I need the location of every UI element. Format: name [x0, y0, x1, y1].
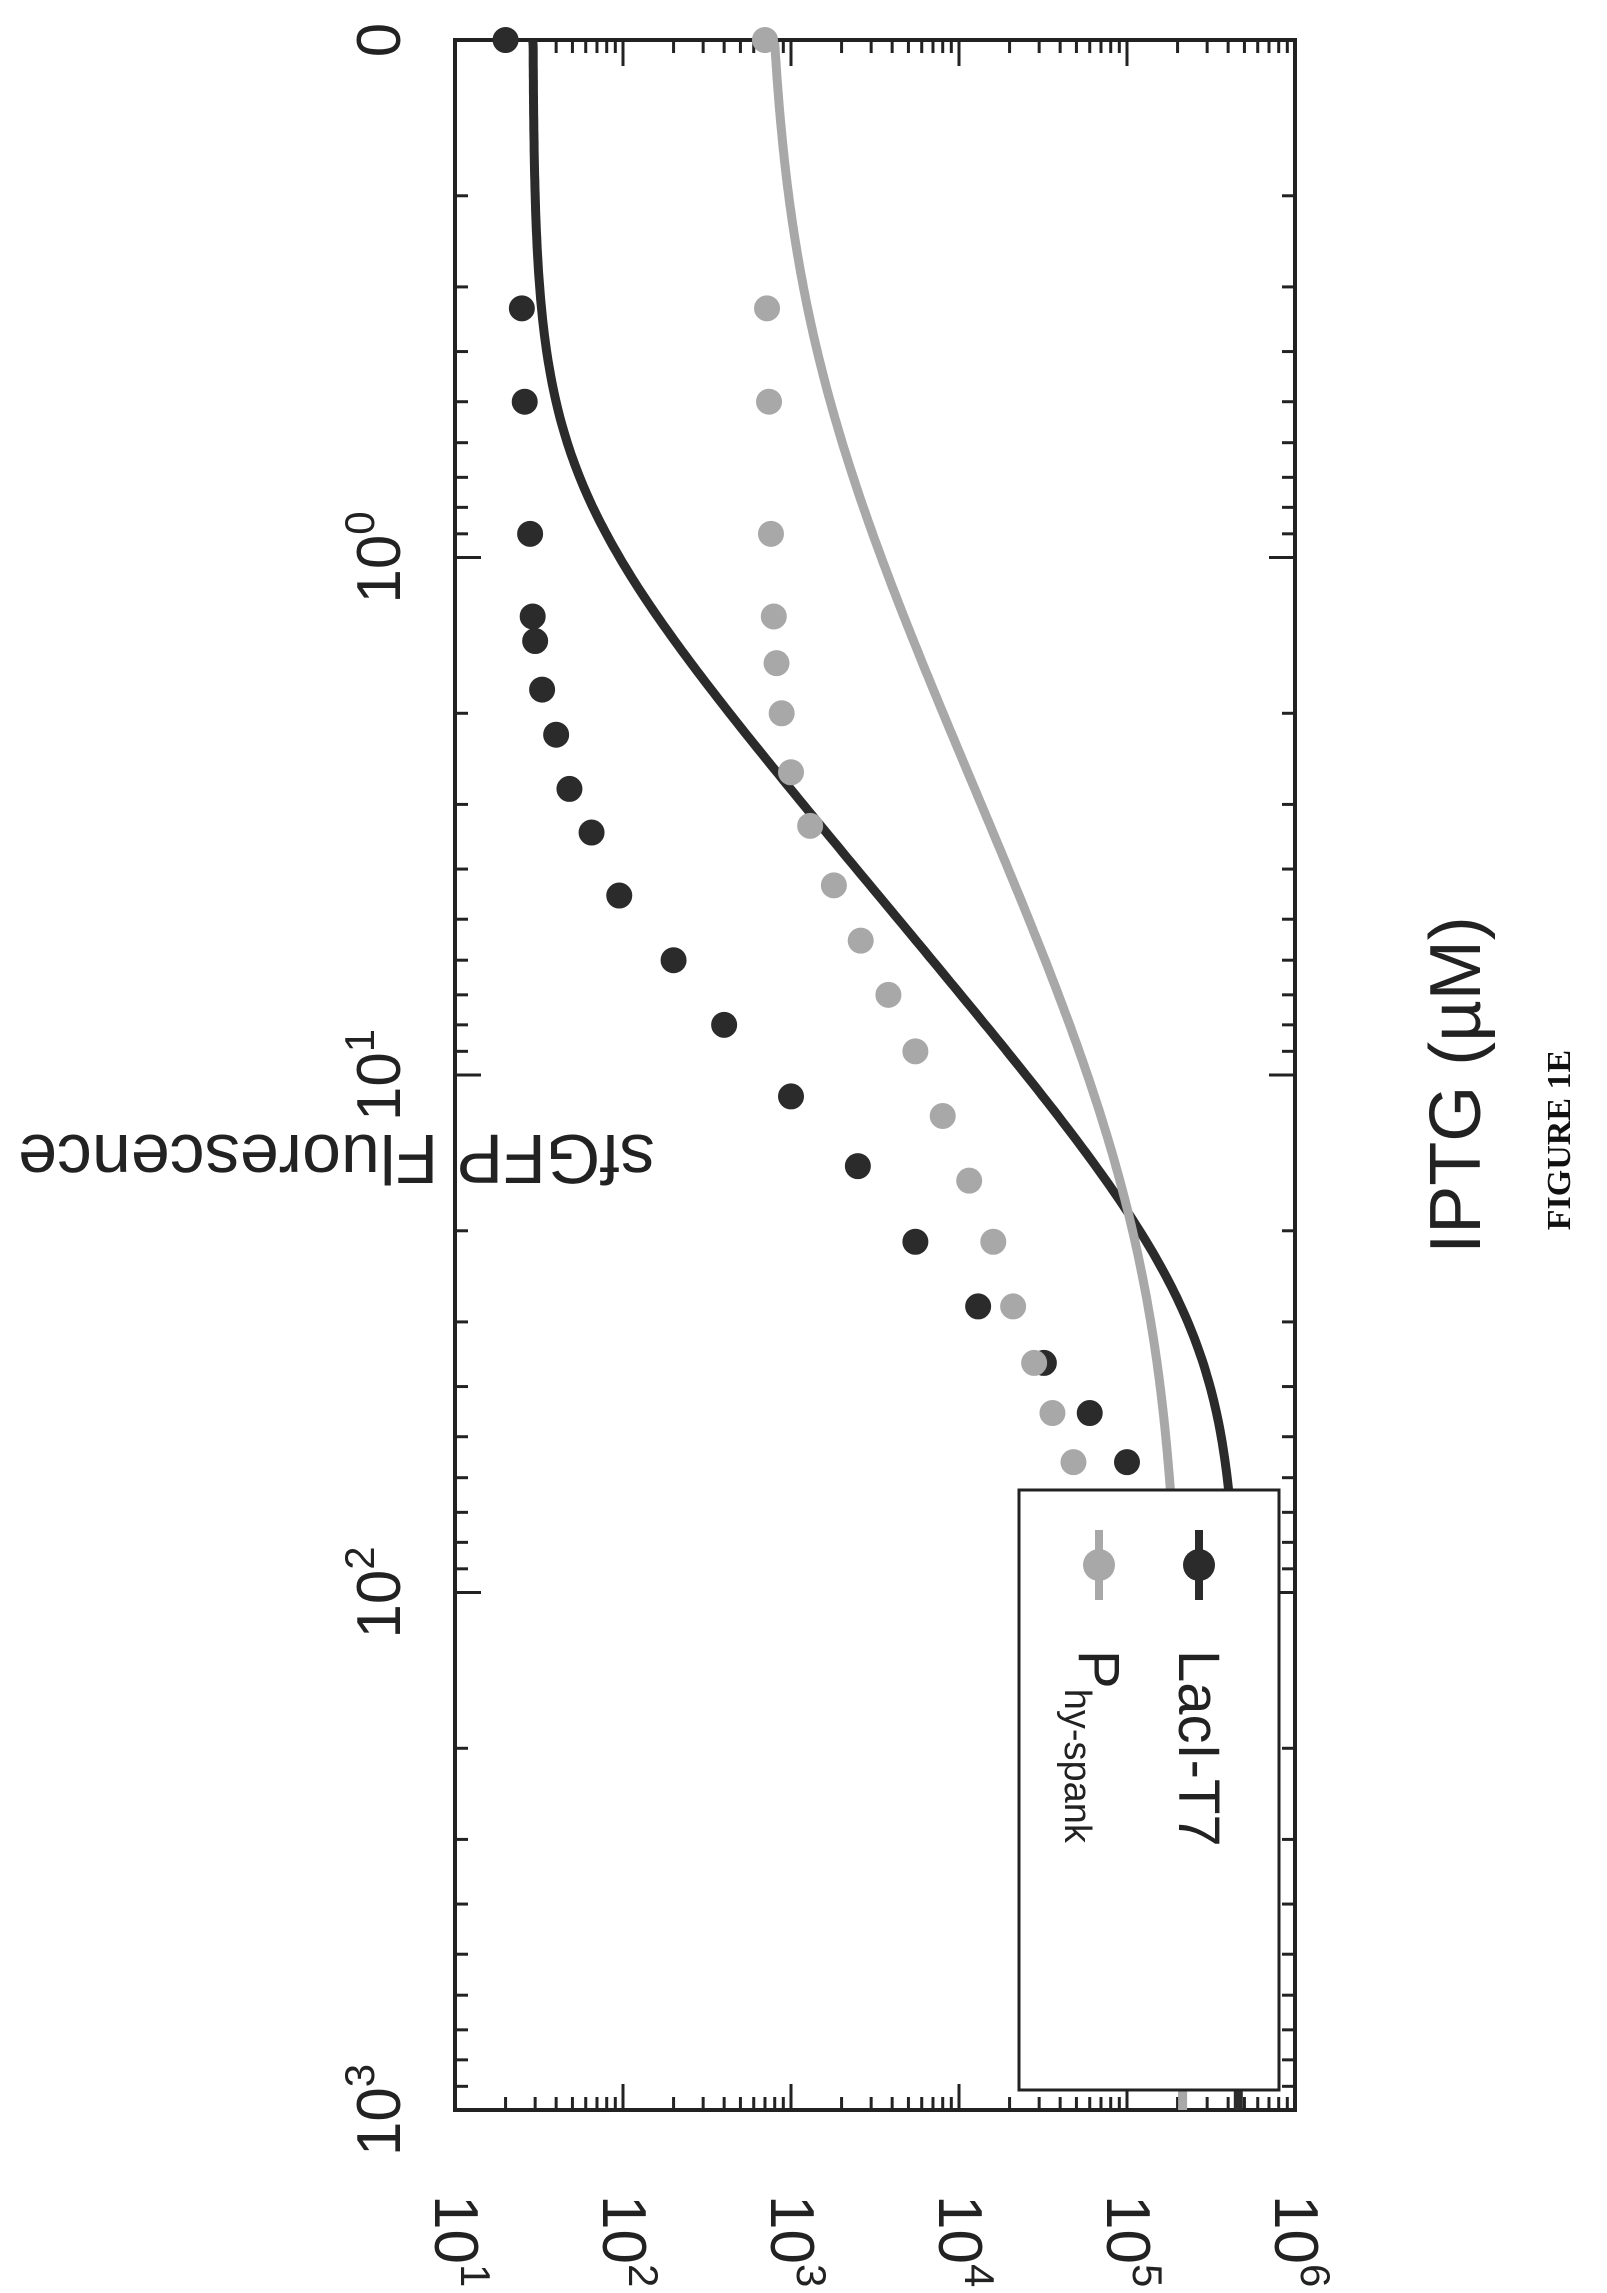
svg-text:101: 101 — [421, 2195, 499, 2287]
data-point-laci-t7 — [778, 1083, 804, 1110]
data-point-laci-t7 — [660, 947, 687, 974]
svg-text:0: 0 — [345, 23, 414, 57]
data-point-laci-t7 — [1114, 1449, 1140, 1476]
data-point-phy-spank — [875, 981, 902, 1008]
data-point-laci-t7 — [492, 27, 519, 53]
svg-text:102: 102 — [336, 1546, 414, 1638]
x-tick-label: 101 — [336, 1029, 414, 1121]
y-tick-label: 105 — [1093, 2195, 1171, 2287]
plot-group: LacI-T7 Phy-spank — [453, 27, 1297, 2112]
y-axis-title: sfGFP Fluorescence (MEFL) — [0, 1120, 655, 1198]
data-point-laci-t7 — [965, 1293, 992, 1320]
y-tick-label: 104 — [925, 2195, 1003, 2287]
data-point-phy-spank — [757, 520, 784, 547]
data-point-laci-t7 — [522, 628, 549, 655]
data-point-phy-spank — [1021, 1349, 1048, 1376]
data-point-laci-t7 — [711, 1011, 738, 1038]
data-point-phy-spank — [902, 1038, 929, 1065]
y-tick-label: 103 — [757, 2195, 835, 2287]
svg-text:102: 102 — [589, 2195, 667, 2287]
data-point-phy-spank — [980, 1228, 1007, 1255]
svg-text:101: 101 — [336, 1029, 414, 1121]
data-point-laci-t7 — [556, 775, 583, 802]
svg-text:105: 105 — [1093, 2195, 1171, 2287]
data-point-phy-spank — [754, 295, 781, 322]
data-point-phy-spank — [1060, 1449, 1087, 1476]
data-point-laci-t7 — [543, 721, 570, 748]
data-point-laci-t7 — [529, 676, 556, 703]
data-point-laci-t7 — [844, 1153, 871, 1180]
data-point-phy-spank — [756, 388, 783, 415]
data-point-phy-spank — [929, 1102, 956, 1129]
data-point-laci-t7 — [511, 388, 538, 415]
data-point-laci-t7 — [578, 819, 605, 846]
data-point-phy-spank — [847, 927, 874, 954]
figure-caption: FIGURE 1E — [1541, 1049, 1578, 1231]
legend-swatch-marker — [1183, 1549, 1215, 1581]
data-point-laci-t7 — [606, 882, 633, 909]
data-point-phy-spank — [797, 812, 824, 839]
x-axis-title: IPTG (µM) — [1416, 916, 1496, 1253]
data-point-phy-spank — [760, 603, 787, 630]
data-point-laci-t7 — [517, 520, 544, 547]
data-point-laci-t7 — [1076, 1400, 1103, 1427]
data-point-phy-spank — [763, 650, 790, 677]
data-point-phy-spank — [751, 27, 778, 53]
data-point-phy-spank — [820, 872, 847, 899]
data-point-phy-spank — [956, 1167, 983, 1194]
y-tick-label: 101 — [421, 2195, 499, 2287]
data-point-phy-spank — [778, 759, 804, 786]
x-tick-label: 0 — [345, 23, 414, 57]
svg-text:103: 103 — [336, 2064, 414, 2156]
svg-text:103: 103 — [757, 2195, 835, 2287]
legend-box — [1017, 1488, 1281, 2092]
legend-label-laci-t7: LacI-T7 — [1166, 1650, 1231, 1847]
legend-swatch-marker — [1083, 1549, 1115, 1581]
data-point-laci-t7 — [519, 603, 546, 630]
svg-text:104: 104 — [925, 2195, 1003, 2287]
data-point-laci-t7 — [902, 1228, 929, 1255]
data-point-laci-t7 — [508, 295, 535, 322]
legend-label-phy-spank: Phy-spank — [1056, 1650, 1131, 1844]
svg-text:106: 106 — [1261, 2195, 1339, 2287]
x-tick-label: 102 — [336, 1546, 414, 1638]
data-point-phy-spank — [1039, 1400, 1066, 1427]
x-tick-label: 100 — [336, 511, 414, 603]
data-point-phy-spank — [768, 700, 795, 727]
x-tick-label: 103 — [336, 2064, 414, 2156]
y-tick-label: 106 — [1261, 2195, 1339, 2287]
svg-text:100: 100 — [336, 511, 414, 603]
y-tick-label: 102 — [589, 2195, 667, 2287]
legend: LacI-T7 Phy-spank — [1017, 1488, 1281, 2092]
data-point-phy-spank — [1000, 1293, 1027, 1320]
